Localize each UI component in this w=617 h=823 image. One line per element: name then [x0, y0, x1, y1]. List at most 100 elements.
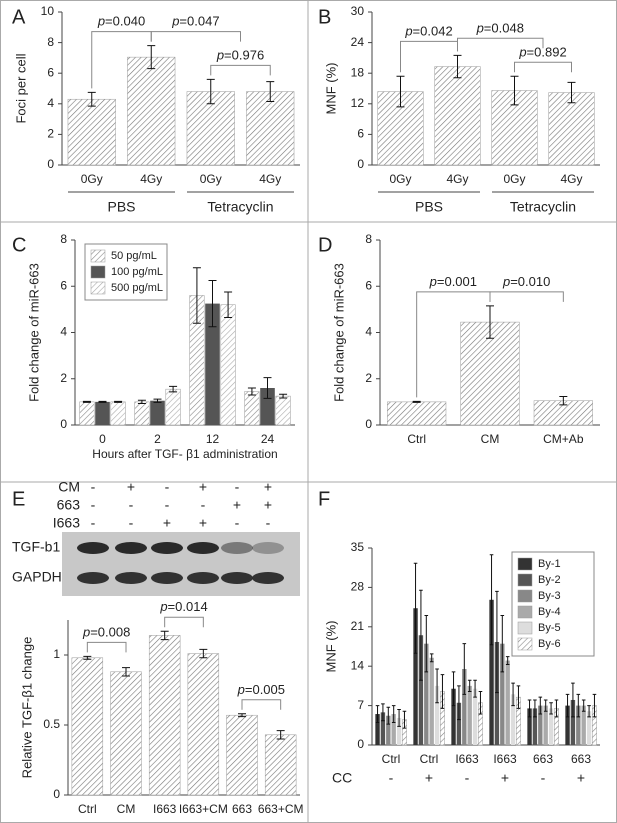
bar [494, 641, 500, 745]
legend-label: 50 pg/mL [111, 250, 157, 262]
error-bar [83, 655, 92, 660]
error-bar [396, 75, 405, 108]
group-label: Tetracyclin [207, 199, 273, 215]
error-bar [592, 693, 597, 718]
y-tick-label: 4 [47, 96, 54, 110]
x-tick-label: 0Gy [81, 172, 103, 186]
bar [387, 401, 447, 426]
x-tick-label: 4Gy [140, 172, 162, 186]
error-bar [147, 45, 156, 70]
legend-swatch [517, 637, 533, 651]
p-value: p=0.010 [502, 274, 550, 289]
error-bar [567, 81, 576, 104]
y-tick-label: 6 [357, 127, 364, 141]
p-value: p=0.040 [97, 14, 145, 29]
error-bar [263, 377, 272, 399]
error-bar [419, 589, 423, 681]
y-tick-label: 6 [365, 278, 372, 292]
significance-bracket [150, 31, 241, 42]
cc-sign: + [501, 770, 509, 786]
bar [165, 388, 181, 426]
bar [67, 98, 116, 166]
bar [424, 643, 429, 745]
legend-label: By-5 [538, 622, 561, 634]
y-tick-label: 4 [60, 325, 67, 339]
legend-label: By-2 [538, 574, 561, 586]
condition-sign: + [233, 497, 241, 513]
error-bar [87, 91, 96, 107]
error-bar [429, 653, 434, 663]
error-bar [467, 679, 472, 693]
bar [548, 708, 554, 745]
error-bar [82, 400, 91, 403]
bar [472, 688, 478, 745]
p-value: p=0.042 [404, 24, 452, 39]
legend-swatch [517, 589, 533, 603]
panel-letter: F [318, 488, 330, 510]
bar [510, 694, 516, 745]
bar [543, 705, 548, 745]
error-bar [266, 81, 275, 103]
bar [264, 734, 297, 796]
p-value: p=0.048 [476, 21, 524, 36]
significance-bracket [457, 37, 544, 52]
bar [110, 401, 126, 426]
x-tick-label: 4Gy [560, 172, 582, 186]
x-tick-label: 663 [232, 802, 252, 816]
panel-letter: B [318, 6, 331, 28]
error-bar [208, 279, 217, 328]
error-bar [435, 668, 439, 704]
error-bar [276, 730, 285, 740]
legend-swatch [517, 605, 533, 619]
bar [576, 705, 581, 745]
x-tick-label: 0 [99, 432, 106, 446]
error-bar [543, 699, 548, 712]
bar [532, 708, 538, 745]
y-axis-label: MNF (%) [323, 621, 338, 673]
error-bar [206, 78, 215, 105]
x-tick-label: I663 [455, 752, 479, 766]
error-bar [402, 710, 407, 729]
blot-band [77, 542, 109, 554]
bar [95, 401, 110, 425]
bar [570, 699, 576, 745]
legend-swatch [90, 281, 106, 295]
error-bar [516, 685, 521, 709]
bar [148, 635, 181, 796]
blot-band [221, 542, 253, 554]
error-bar [279, 393, 288, 399]
cc-sign: - [541, 770, 546, 786]
error-bar [424, 615, 429, 673]
error-bar [453, 54, 462, 79]
bar [380, 712, 386, 745]
x-tick-label: 663 [533, 752, 553, 766]
error-bar [549, 702, 553, 715]
bar [260, 388, 275, 425]
condition-label: 663 [57, 497, 81, 513]
error-bar [137, 399, 146, 404]
bar [429, 657, 434, 745]
error-bar [192, 267, 201, 324]
bar [451, 688, 456, 745]
y-tick-label: 30 [351, 4, 365, 18]
cc-label: CC [332, 770, 352, 786]
p-value: p=0.892 [518, 45, 566, 60]
error-bar [486, 305, 494, 339]
bar [527, 708, 532, 745]
y-tick-label: 4 [365, 325, 372, 339]
bar [110, 671, 142, 796]
bar [391, 714, 396, 745]
significance-bracket [86, 641, 127, 653]
error-bar [114, 400, 123, 403]
x-tick-label: 2 [154, 432, 161, 446]
y-tick-label: 24 [351, 35, 365, 49]
x-tick-label: 4Gy [446, 172, 468, 186]
bar [456, 702, 462, 745]
y-axis-label: MNF (%) [323, 63, 338, 115]
y-axis-label: Foci per cell [13, 53, 28, 123]
condition-sign: - [165, 497, 170, 513]
error-bar [247, 387, 256, 396]
condition-label: CM [58, 479, 80, 495]
error-bar [495, 590, 499, 694]
